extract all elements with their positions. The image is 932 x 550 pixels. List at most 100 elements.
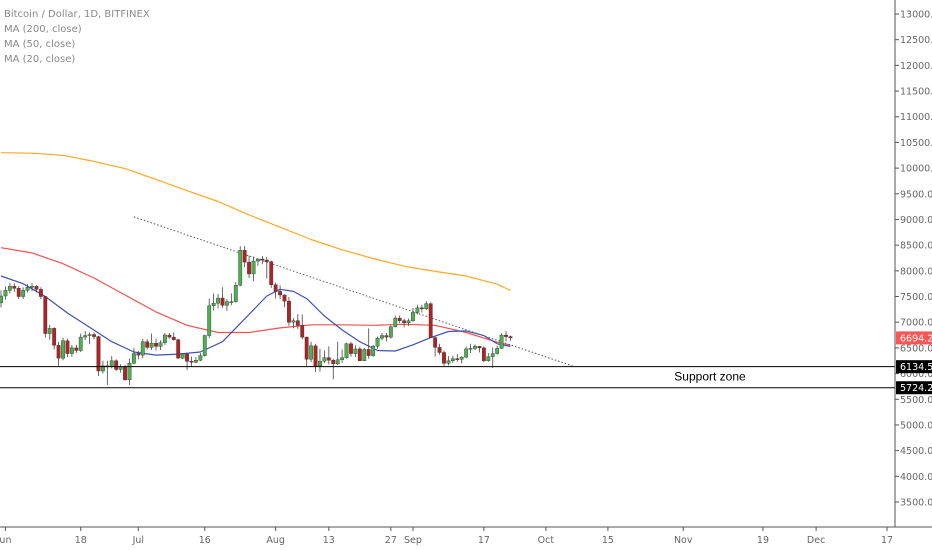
candle-body bbox=[357, 348, 362, 361]
candle-up bbox=[202, 334, 207, 357]
candle-down bbox=[189, 356, 194, 367]
candle-body bbox=[140, 341, 145, 356]
y-tick-label: 10000.0 bbox=[900, 164, 932, 175]
candle-down bbox=[136, 350, 141, 360]
candle-up bbox=[83, 330, 88, 341]
candle-body bbox=[287, 300, 291, 323]
x-tick-label: 18 bbox=[75, 535, 87, 546]
candle-body bbox=[65, 340, 70, 354]
candle-body bbox=[136, 353, 141, 356]
candle-up bbox=[47, 324, 52, 340]
candle-up bbox=[149, 333, 154, 350]
candle-up bbox=[0, 290, 3, 308]
candle-body bbox=[490, 353, 495, 357]
candle-body bbox=[225, 301, 229, 306]
candle-up bbox=[340, 349, 345, 363]
candle-down bbox=[145, 339, 150, 350]
candle-body bbox=[202, 335, 207, 356]
trendline bbox=[133, 216, 573, 367]
x-tick-label: Sep bbox=[404, 535, 422, 546]
candle-body bbox=[349, 343, 353, 354]
candle-body bbox=[326, 357, 331, 361]
candle-up bbox=[25, 284, 30, 293]
candle-up bbox=[194, 357, 198, 364]
candle-up bbox=[61, 337, 65, 361]
candle-up bbox=[207, 298, 212, 339]
candle-up bbox=[225, 299, 229, 311]
candle-body bbox=[167, 334, 172, 338]
x-tick-label: 16 bbox=[199, 535, 211, 546]
candle-up bbox=[7, 283, 12, 294]
y-tick-label: 9500.0 bbox=[900, 189, 932, 200]
candle-down bbox=[428, 302, 433, 339]
candle-down bbox=[282, 294, 287, 308]
x-tick-label: Nov bbox=[674, 535, 693, 546]
candle-body bbox=[318, 361, 322, 367]
candle-down bbox=[220, 287, 225, 308]
candle-body bbox=[340, 357, 345, 360]
candle-up bbox=[127, 358, 132, 385]
candle-down bbox=[56, 341, 61, 366]
y-tick-label: 13000.0 bbox=[900, 10, 932, 21]
candle-body bbox=[131, 353, 136, 364]
candle-down bbox=[437, 343, 442, 355]
candle-body bbox=[402, 320, 407, 323]
candle-up bbox=[291, 318, 296, 329]
candle-body bbox=[220, 297, 225, 306]
candle-up bbox=[69, 344, 74, 357]
candle-down bbox=[442, 350, 446, 366]
candle-body bbox=[384, 335, 389, 338]
x-tick-label: Aug bbox=[266, 535, 285, 546]
x-tick-label: 17 bbox=[478, 535, 490, 546]
y-tick-label: 3500.0 bbox=[900, 498, 932, 509]
y-tick-label: 8500.0 bbox=[900, 241, 932, 252]
candle-body bbox=[371, 346, 376, 356]
candle-body bbox=[437, 347, 442, 353]
candle-up bbox=[131, 347, 136, 365]
candle-up bbox=[464, 346, 469, 359]
candle-up bbox=[353, 345, 358, 358]
candle-body bbox=[74, 347, 79, 351]
candle-body bbox=[7, 286, 12, 291]
candle-body bbox=[16, 288, 21, 297]
y-tick-label: 12000.0 bbox=[900, 61, 932, 72]
candle-body bbox=[109, 360, 114, 367]
candle-up bbox=[78, 333, 83, 353]
candle-body bbox=[260, 258, 265, 261]
candle-body bbox=[229, 301, 234, 303]
candle-up bbox=[233, 282, 238, 303]
candle-body bbox=[397, 317, 402, 321]
candle-body bbox=[12, 286, 17, 289]
candle-body bbox=[264, 259, 269, 262]
candle-body bbox=[282, 294, 287, 302]
candle-down bbox=[105, 360, 110, 385]
y-tick-label: 7500.0 bbox=[900, 292, 932, 303]
candle-body bbox=[171, 336, 176, 340]
y-tick-label: 5500.0 bbox=[900, 395, 932, 406]
candle-body bbox=[56, 345, 61, 359]
candle-down bbox=[508, 335, 513, 341]
candle-up bbox=[30, 283, 34, 292]
candle-body bbox=[388, 326, 393, 338]
candle-body bbox=[3, 290, 8, 297]
candle-up bbox=[198, 353, 203, 362]
candle-up bbox=[309, 341, 313, 363]
candle-down bbox=[366, 328, 371, 359]
candle-down bbox=[331, 358, 336, 380]
candle-body bbox=[419, 307, 424, 310]
candle-body bbox=[295, 320, 300, 326]
candle-body bbox=[406, 320, 411, 323]
candle-up bbox=[344, 342, 349, 359]
candle-body bbox=[52, 328, 57, 346]
y-tick-label: 11000.0 bbox=[900, 112, 932, 123]
candle-body bbox=[198, 355, 203, 361]
candle-body bbox=[242, 250, 247, 263]
legend-title: Bitcoin / Dollar, 1D, BITFINEX bbox=[4, 9, 150, 20]
y-tick-label: 4500.0 bbox=[900, 446, 932, 457]
candle-body bbox=[411, 312, 415, 321]
candle-down bbox=[504, 330, 508, 342]
y-tick-label: 12500.0 bbox=[900, 35, 932, 46]
candle-body bbox=[96, 336, 101, 372]
candle-down bbox=[397, 315, 402, 324]
candle-body bbox=[233, 285, 238, 302]
